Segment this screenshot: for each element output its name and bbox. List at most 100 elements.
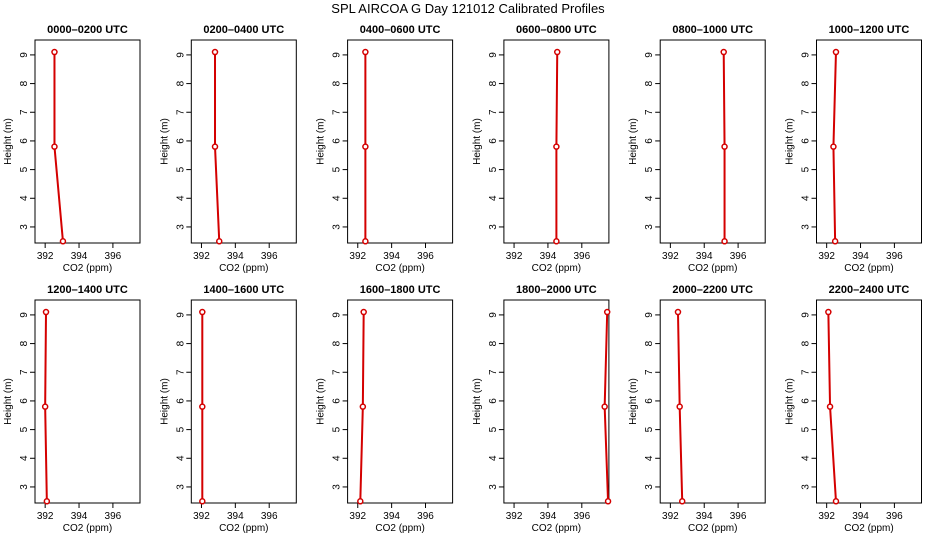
y-tick-label: 9 (19, 312, 30, 318)
profile-point (59, 238, 67, 245)
profile-point (832, 498, 840, 505)
y-tick-label: 7 (801, 109, 812, 115)
plot-frame (190, 39, 297, 244)
y-tick-label: 9 (332, 52, 343, 58)
profile-point (832, 48, 840, 56)
y-tick-label: 3 (19, 224, 30, 230)
x-axis-label: CO2 (ppm) (844, 263, 893, 274)
y-tick-label: 3 (332, 224, 343, 230)
x-tick-label: 394 (227, 511, 244, 522)
y-tick-label: 8 (332, 340, 343, 346)
y-tick-label: 8 (19, 340, 30, 346)
y-tick-label: 3 (332, 484, 343, 490)
x-tick-label: 394 (71, 511, 88, 522)
y-tick-label: 7 (332, 369, 343, 375)
y-tick-label: 3 (801, 224, 812, 230)
y-axis-label: Height (m) (159, 378, 170, 425)
y-tick-label: 4 (19, 455, 30, 461)
y-tick-label: 5 (19, 426, 30, 432)
x-tick-label: 396 (417, 251, 434, 262)
profile-point (215, 238, 223, 245)
profile-point (678, 498, 686, 505)
profile-point (825, 308, 832, 316)
y-axis-label: Height (m) (3, 378, 14, 425)
y-tick-label: 7 (488, 369, 499, 375)
profile-point (211, 48, 219, 56)
plot-frame (659, 39, 766, 244)
y-tick-label: 4 (19, 195, 30, 201)
y-tick-label: 4 (801, 195, 812, 201)
panel-title: 0400–0600 UTC (360, 24, 441, 36)
x-axis-label: CO2 (ppm) (532, 523, 581, 534)
profile-point (830, 143, 837, 150)
plot-frame (190, 299, 297, 504)
profile-point (51, 48, 58, 56)
x-axis-label: CO2 (ppm) (375, 523, 424, 534)
y-tick-label: 3 (175, 224, 186, 230)
x-tick-label: 394 (696, 251, 713, 262)
y-axis-label: Height (m) (472, 378, 483, 425)
y-tick-label: 4 (332, 195, 343, 201)
y-tick-label: 8 (19, 80, 30, 86)
x-tick-label: 396 (730, 511, 747, 522)
plot-frame (34, 39, 141, 244)
profile-point (199, 498, 206, 505)
panel-title: 1800–2000 UTC (516, 284, 597, 296)
panel-title: 0600–0800 UTC (516, 24, 597, 36)
x-tick-label: 392 (506, 251, 523, 262)
y-tick-label: 9 (488, 312, 499, 318)
y-tick-label: 3 (801, 484, 812, 490)
y-tick-label: 5 (801, 426, 812, 432)
y-axis-label: Height (m) (472, 118, 483, 165)
y-tick-label: 6 (175, 398, 186, 404)
y-tick-label: 6 (801, 138, 812, 144)
y-tick-label: 6 (488, 398, 499, 404)
x-axis-label: CO2 (ppm) (688, 263, 737, 274)
y-tick-label: 3 (644, 484, 655, 490)
profile-point (199, 403, 206, 410)
profile-point (721, 238, 728, 245)
profile-point (676, 403, 683, 410)
x-tick-label: 396 (261, 511, 278, 522)
profile-point (553, 48, 561, 56)
x-tick-label: 392 (818, 511, 835, 522)
y-tick-label: 6 (332, 398, 343, 404)
y-axis-label: Height (m) (3, 118, 14, 165)
plot-frame (659, 299, 766, 504)
profile-point (603, 308, 611, 316)
y-tick-label: 9 (332, 312, 343, 318)
y-tick-label: 8 (801, 80, 812, 86)
y-tick-label: 6 (801, 398, 812, 404)
y-tick-label: 4 (332, 455, 343, 461)
x-axis-label: CO2 (ppm) (375, 263, 424, 274)
x-tick-label: 392 (662, 251, 679, 262)
profile-point (42, 308, 50, 316)
y-axis-label: Height (m) (316, 118, 327, 165)
y-tick-label: 5 (175, 426, 186, 432)
y-tick-label: 4 (801, 455, 812, 461)
y-tick-label: 9 (644, 52, 655, 58)
y-tick-label: 7 (644, 109, 655, 115)
profile-point (553, 143, 560, 150)
y-tick-label: 9 (175, 312, 186, 318)
y-tick-label: 8 (488, 340, 499, 346)
profile-point (721, 143, 728, 150)
profile-point (199, 308, 206, 316)
x-tick-label: 396 (730, 251, 747, 262)
y-axis-label: Height (m) (785, 118, 796, 165)
x-tick-label: 392 (37, 511, 54, 522)
y-tick-label: 3 (644, 224, 655, 230)
x-tick-label: 392 (818, 251, 835, 262)
panel-title: 0800–1000 UTC (672, 24, 753, 36)
y-tick-label: 9 (801, 312, 812, 318)
profile-point (51, 143, 58, 150)
y-tick-label: 5 (801, 166, 812, 172)
x-tick-label: 396 (886, 511, 903, 522)
x-tick-label: 392 (193, 251, 210, 262)
y-tick-label: 5 (488, 166, 499, 172)
y-tick-label: 3 (19, 484, 30, 490)
panel-title: 1000–1200 UTC (829, 24, 910, 36)
profile-point (553, 238, 560, 245)
x-tick-label: 396 (105, 511, 122, 522)
y-tick-label: 5 (644, 426, 655, 432)
